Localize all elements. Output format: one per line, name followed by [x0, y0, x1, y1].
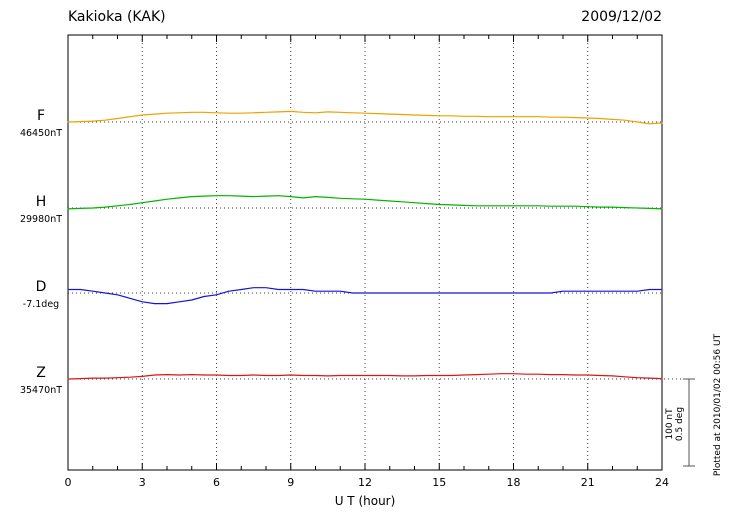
- channel-value-H: 29980nT: [20, 214, 62, 225]
- trace-F: [67, 110, 663, 125]
- series-layer: [67, 110, 663, 380]
- channel-label-H: H: [36, 194, 47, 210]
- x-axis-title: U T (hour): [335, 494, 396, 508]
- x-tick-label: 3: [139, 476, 146, 489]
- channel-label-D: D: [36, 279, 47, 295]
- x-tick-label: 18: [507, 476, 521, 489]
- plotted-at-label: Plotted at 2010/01/02 00:56 UT: [713, 333, 723, 476]
- channel-value-Z: 35470nT: [20, 385, 62, 396]
- channel-label-Z: Z: [36, 365, 46, 381]
- scalebar-nt-label: 100 nT: [665, 408, 675, 440]
- x-tick-label: 24: [655, 476, 669, 489]
- x-tick-label: 21: [581, 476, 595, 489]
- channel-value-D: -7.1deg: [23, 299, 59, 310]
- grid-layer: 0 3 6 9 12 15 18 21 24: [65, 34, 695, 489]
- trace-D: [67, 287, 663, 305]
- channel-label-F: F: [37, 108, 45, 124]
- x-tick-label: 9: [287, 476, 294, 489]
- date-label: 2009/12/02: [581, 9, 662, 25]
- plot-frame: [67, 34, 663, 471]
- trace-Z: [67, 373, 663, 380]
- scalebar-deg-label: 0.5 deg: [675, 407, 685, 441]
- channel-value-F: 46450nT: [20, 128, 62, 139]
- page-title: Kakioka (KAK): [68, 9, 166, 25]
- x-tick-label: 12: [358, 476, 372, 489]
- x-tick-label: 0: [65, 476, 72, 489]
- x-tick-label: 6: [213, 476, 220, 489]
- trace-H: [67, 195, 663, 210]
- x-tick-label: 15: [432, 476, 446, 489]
